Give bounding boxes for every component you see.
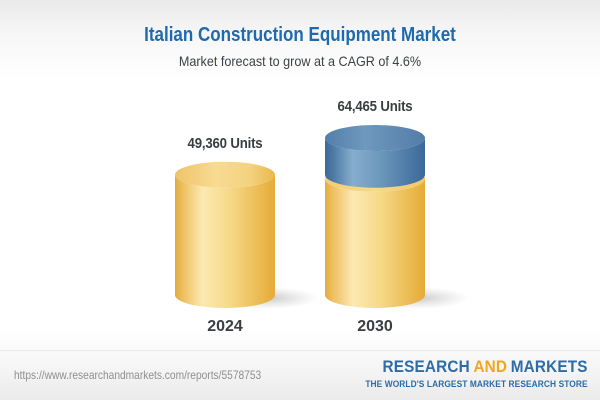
logo-markets: MARKETS	[511, 357, 588, 376]
category-label-2024: 2024	[207, 318, 243, 335]
value-label-2030: 64,465 Units	[337, 98, 413, 115]
report-url: https://www.researchandmarkets.com/repor…	[14, 368, 262, 382]
logo-research: RESEARCH	[382, 357, 471, 376]
brand-logo: RESEARCH AND MARKETS THE WORLD'S LARGEST M…	[335, 357, 588, 390]
growth-segment-top	[325, 125, 425, 151]
chart-title: Italian Construction Equipment Market	[144, 24, 456, 46]
base-segment-top	[175, 161, 275, 188]
base-segment-body	[325, 178, 425, 308]
cylinder-2024	[175, 161, 319, 309]
logo-wordmark: RESEARCH AND MARKETS	[361, 357, 588, 377]
logo-tagline: THE WORLD'S LARGEST MARKET RESEARCH STOR…	[365, 379, 588, 390]
chart-subtitle: Market forecast to grow at a CAGR of 4.6…	[178, 53, 422, 69]
cylinder-2030	[325, 125, 469, 309]
category-label-2030: 2030	[357, 318, 393, 335]
logo-and: AND	[473, 357, 508, 376]
base-segment-body	[175, 174, 275, 308]
footer: https://www.researchandmarkets.com/repor…	[0, 350, 600, 400]
growth-segment-body	[325, 138, 425, 188]
value-label-2024: 49,360 Units	[187, 134, 263, 152]
